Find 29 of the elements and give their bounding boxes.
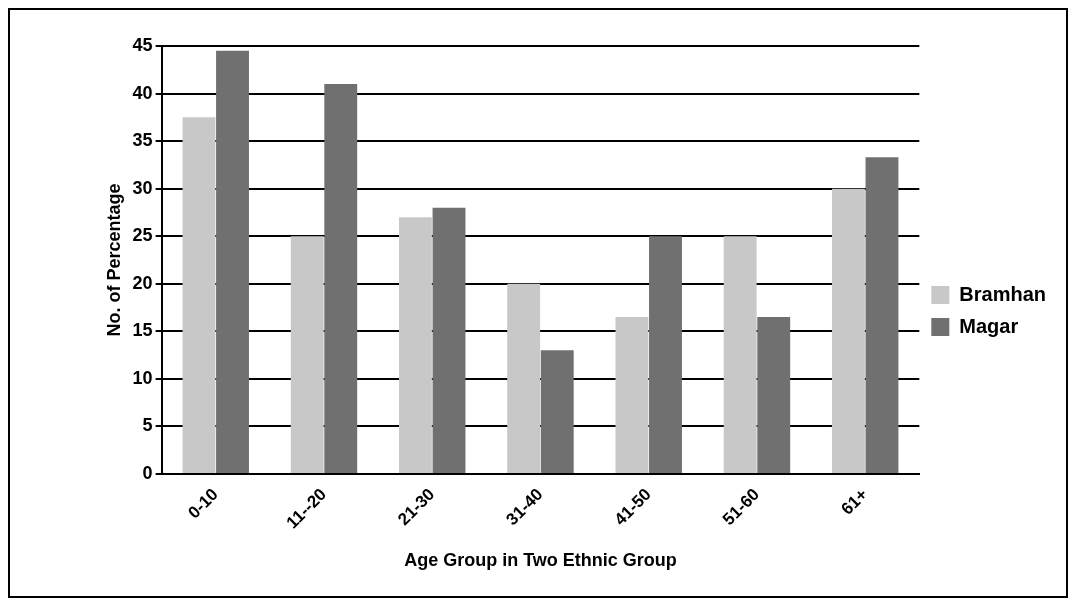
bar [831,188,865,473]
bar [290,236,324,473]
y-tick-label: 40 [132,82,153,103]
y-tick-label: 5 [142,415,153,436]
bar [757,317,791,473]
y-tick-label: 15 [132,320,153,341]
y-tick-label: 0 [142,462,153,483]
legend-label: Magar [959,314,1019,337]
y-axis-title: No. of Percentage [103,183,124,337]
y-tick-label: 25 [132,225,153,246]
y-tick-label: 10 [132,367,153,388]
legend-label: Bramhan [959,282,1047,305]
y-tick-label: 45 [132,34,153,55]
bar [649,236,682,473]
y-tick-label: 30 [132,177,153,198]
bar [723,236,757,473]
x-axis-title: Age Group in Two Ethnic Group [404,550,677,571]
bar [432,207,466,473]
bar [615,317,649,473]
bar [216,50,249,473]
bar [399,217,432,473]
y-tick-label: 20 [132,272,153,293]
bar [324,84,358,473]
bar [865,157,899,473]
y-tick-label: 35 [132,130,153,151]
bar [182,117,216,473]
bar [540,350,574,473]
bar [507,283,541,473]
x-tick-label: 61+ [837,484,872,519]
